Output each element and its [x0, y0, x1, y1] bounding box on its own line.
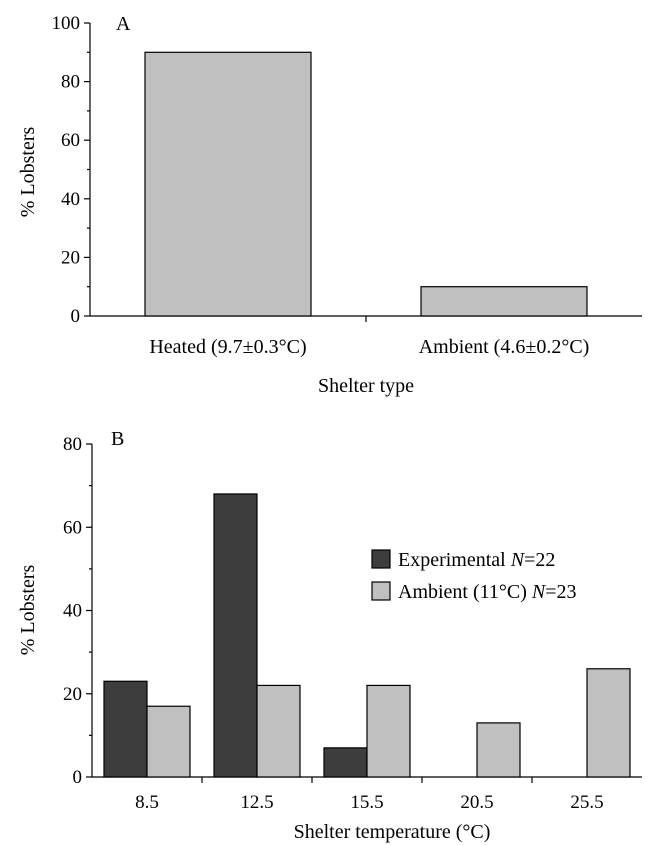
panel-b-y-tick-label: 20: [63, 684, 82, 705]
panel-a-y-tick-label: 60: [61, 130, 80, 151]
panel-a-bar: [144, 51, 312, 317]
panel-b-bar: [323, 747, 368, 778]
panel-b-bar: [146, 705, 191, 778]
panel-b-bar: [476, 722, 521, 778]
panel-b-x-tick-label: 8.5: [135, 792, 159, 813]
panel-b-bar: [366, 684, 411, 778]
panel-b-y-tick-label: 40: [63, 601, 82, 622]
panel-b-bar: [586, 668, 631, 778]
legend-swatch: [371, 549, 391, 569]
panel-b-y-axis-title: % Lobsters: [17, 565, 39, 656]
panel-b: B % Lobsters Shelter temperature (°C) Ex…: [17, 428, 642, 843]
panel-a-y-tick-label: 40: [61, 189, 80, 210]
panel-b-y-tick-label: 60: [63, 517, 82, 538]
panel-a-bar: [420, 286, 588, 317]
panel-b-x-axis-title: Shelter temperature (°C): [294, 821, 491, 843]
legend-label: Experimental N=22: [398, 549, 555, 571]
panel-a-x-tick-label: Heated (9.7±0.3°C): [149, 336, 306, 358]
panel-b-bar: [256, 684, 301, 778]
panel-a-y-tick-label: 100: [52, 13, 81, 34]
panel-b-label: B: [111, 428, 124, 450]
panel-a: A % Lobsters Shelter type 0 20 40 60 80 100 He…: [17, 13, 642, 397]
panel-b-y-tick-label: 0: [73, 767, 83, 788]
legend-swatch: [371, 581, 391, 601]
panel-b-legend: Experimental N=22 Ambient (11°C) N=23: [371, 549, 577, 603]
panel-a-x-axis-title: Shelter type: [318, 375, 414, 397]
panel-a-y-tick-label: 20: [61, 247, 80, 268]
panel-b-x-tick-label: 20.5: [460, 792, 493, 813]
panel-b-bar: [103, 680, 148, 778]
legend-label: Ambient (11°C) N=23: [398, 581, 577, 603]
panel-a-x-tick-label: Ambient (4.6±0.2°C): [419, 336, 590, 358]
panel-a-y-tick-label: 0: [71, 306, 81, 327]
panel-a-y-axis-title: % Lobsters: [17, 127, 39, 218]
panel-b-bar: [213, 493, 258, 778]
panel-a-label: A: [116, 13, 131, 35]
panel-b-y-tick-label: 80: [63, 434, 82, 455]
panel-b-x-tick-label: 15.5: [350, 792, 383, 813]
panel-b-x-tick-label: 25.5: [570, 792, 603, 813]
panel-b-x-tick-label: 12.5: [240, 792, 273, 813]
panel-a-y-tick-label: 80: [61, 72, 80, 93]
